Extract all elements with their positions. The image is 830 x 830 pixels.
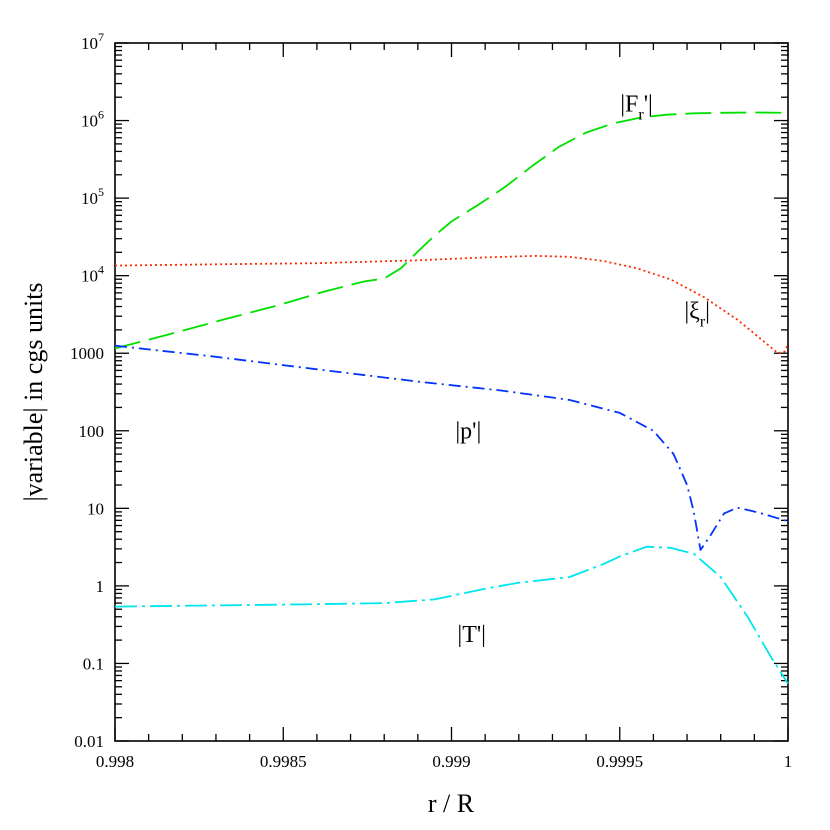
series-line-2 bbox=[114, 344, 789, 551]
series-label-3: |T'| bbox=[457, 622, 486, 648]
x-tick-label: 1 bbox=[784, 752, 793, 771]
series-line-3 bbox=[114, 545, 789, 685]
series-label-2: |p'| bbox=[455, 418, 481, 444]
y-tick-label: 10 bbox=[87, 499, 104, 518]
y-tick-base: 10 bbox=[81, 267, 98, 286]
y-tick-exponent: 6 bbox=[98, 108, 104, 122]
y-tick-exponent: 7 bbox=[98, 30, 104, 44]
series-label-1: |ξr| bbox=[684, 299, 710, 331]
y-axis-title: |variable| in cgs units bbox=[19, 282, 48, 501]
y-tick-label: 0.1 bbox=[83, 654, 104, 673]
series-line-0 bbox=[114, 111, 789, 350]
y-tick-base: 10 bbox=[81, 34, 98, 53]
y-tick-label: 0.01 bbox=[74, 732, 104, 751]
axis-ticks bbox=[114, 42, 789, 742]
series-line-1 bbox=[114, 254, 789, 355]
y-tick-label: 1000 bbox=[70, 344, 104, 363]
x-axis-title: r / R bbox=[428, 789, 475, 818]
series-label-0: |Fr'| bbox=[620, 92, 653, 124]
series-lines bbox=[114, 111, 789, 685]
y-tick-exponent: 4 bbox=[98, 263, 104, 277]
y-tick-label: 105 bbox=[81, 185, 104, 208]
plot-frame bbox=[114, 42, 789, 742]
x-tick-label: 0.999 bbox=[432, 752, 470, 771]
y-tick-label: 104 bbox=[81, 263, 104, 286]
x-tick-label: 0.9985 bbox=[260, 752, 307, 771]
y-tick-label: 100 bbox=[79, 422, 105, 441]
x-axis-tick-labels: 0.998 0.9985 0.999 0.9995 1 bbox=[96, 752, 792, 771]
y-tick-base: 10 bbox=[81, 112, 98, 131]
series-labels: |Fr'| |ξr| |p'| |T'| bbox=[455, 92, 710, 648]
y-tick-label: 1 bbox=[96, 577, 105, 596]
x-tick-label: 0.9995 bbox=[596, 752, 643, 771]
y-tick-exponent: 5 bbox=[98, 185, 104, 199]
y-tick-base: 10 bbox=[81, 189, 98, 208]
y-tick-label: 107 bbox=[81, 30, 104, 53]
y-tick-label: 106 bbox=[81, 108, 104, 131]
x-tick-label: 0.998 bbox=[96, 752, 134, 771]
